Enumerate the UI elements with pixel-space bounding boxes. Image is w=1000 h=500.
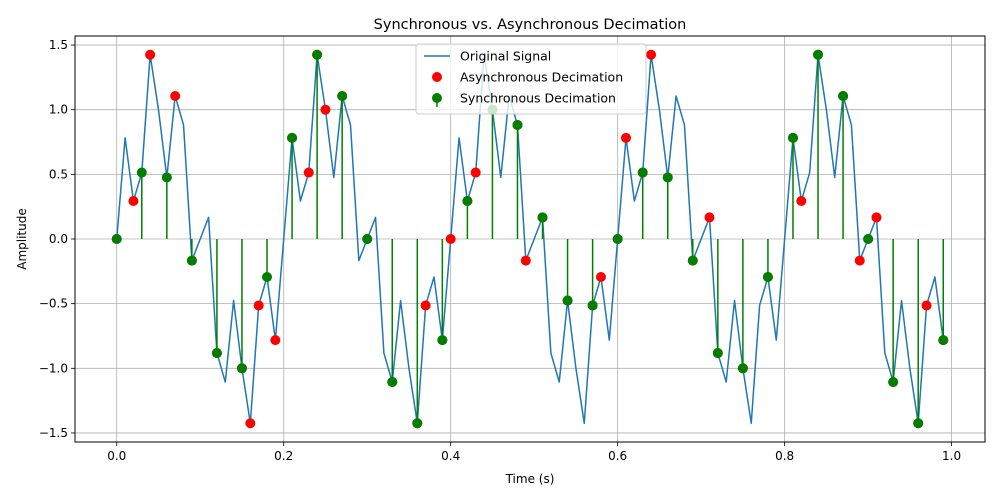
y-tick-label: 0.0	[49, 232, 68, 246]
async-decimation-point	[646, 49, 657, 60]
async-decimation-point	[621, 132, 632, 143]
legend-label-original: Original Signal	[460, 49, 551, 64]
sync-decimation-point	[587, 300, 598, 311]
y-axis-label: Amplitude	[15, 208, 29, 270]
sync-decimation-point	[161, 172, 172, 183]
y-tick-label: −0.5	[39, 297, 68, 311]
y-tick-label: 0.5	[49, 167, 68, 181]
async-decimation-point	[320, 104, 331, 115]
async-decimation-point	[420, 300, 431, 311]
axis-ticks: 0.0 0.2 0.4 0.6 0.8 1.0 −1.5 −1.0 −0.5 0.0 0.5 1.0 1…	[39, 38, 961, 463]
sync-decimation-point	[186, 255, 197, 266]
async-decimation-point	[921, 300, 932, 311]
legend-marker-sync	[432, 93, 442, 103]
y-tick-label: −1.5	[39, 426, 68, 440]
legend-box	[415, 43, 647, 115]
legend-label-async: Asynchronous Decimation	[460, 70, 623, 85]
async-decimation-point	[245, 418, 256, 429]
sync-decimation-point	[712, 348, 723, 359]
sync-decimation-point	[762, 272, 773, 283]
sync-decimation-point	[612, 234, 623, 244]
x-tick-label: 0.0	[107, 449, 126, 463]
sync-decimation-point	[888, 377, 899, 388]
sync-decimation-point	[537, 212, 548, 223]
sync-decimation-point	[838, 90, 849, 101]
async-decimation-point	[595, 272, 606, 283]
x-tick-label: 0.2	[274, 449, 293, 463]
sync-decimation-point	[262, 272, 273, 283]
sync-decimation-point	[337, 90, 348, 101]
sync-decimation-point	[938, 335, 949, 346]
sync-decimation-point	[236, 363, 247, 374]
legend-label-sync: Synchronous Decimation	[460, 91, 616, 106]
x-tick-label: 0.4	[441, 449, 460, 463]
sync-decimation-point	[863, 234, 874, 244]
sync-decimation-point	[362, 234, 373, 244]
sync-decimation-point	[111, 234, 122, 244]
async-decimation-point	[470, 167, 481, 178]
series-line-original-signal	[115, 54, 945, 424]
async-decimation-point	[303, 167, 314, 178]
sync-decimation-point	[787, 132, 798, 143]
legend-marker-async	[432, 72, 442, 82]
sync-decimation-point	[637, 167, 648, 178]
async-decimation-point	[170, 90, 181, 101]
async-decimation-point	[253, 300, 264, 311]
sync-decimation-point	[136, 167, 147, 178]
async-decimation-point	[445, 234, 456, 244]
sync-decimation-point	[913, 418, 924, 429]
x-axis-label: Time (s)	[505, 472, 555, 486]
x-tick-label: 0.6	[608, 449, 627, 463]
async-decimation-point	[270, 335, 281, 346]
sync-decimation-point	[287, 132, 298, 143]
chart-title: Synchronous vs. Asynchronous Decimation	[374, 17, 687, 33]
sync-decimation-point	[662, 172, 673, 183]
async-decimation-point	[128, 195, 139, 206]
x-tick-label: 1.0	[942, 449, 961, 463]
x-tick-label: 0.8	[775, 449, 794, 463]
sync-decimation-point	[737, 363, 748, 374]
sync-decimation-point	[462, 195, 473, 206]
sync-decimation-point	[512, 119, 523, 130]
async-decimation-point	[871, 212, 882, 223]
async-decimation-point	[520, 255, 531, 266]
y-tick-label: 1.5	[49, 38, 68, 52]
sync-decimation-point	[211, 348, 222, 359]
sync-decimation-point	[437, 335, 448, 346]
sync-decimation-point	[813, 49, 824, 60]
sync-decimation-point	[412, 418, 423, 429]
y-tick-label: 1.0	[49, 103, 68, 117]
y-tick-label: −1.0	[39, 361, 68, 375]
async-decimation-point	[704, 212, 715, 223]
sync-decimation-point	[312, 49, 323, 60]
sync-decimation-point	[387, 377, 398, 388]
sync-decimation-point	[562, 295, 573, 306]
legend: Original Signal Asynchronous Decimation …	[415, 43, 647, 115]
sync-decimation-point	[687, 255, 698, 266]
async-decimation-point	[796, 195, 807, 206]
plot-series	[111, 49, 949, 429]
async-decimation-point	[854, 255, 865, 266]
async-decimation-point	[145, 49, 156, 60]
